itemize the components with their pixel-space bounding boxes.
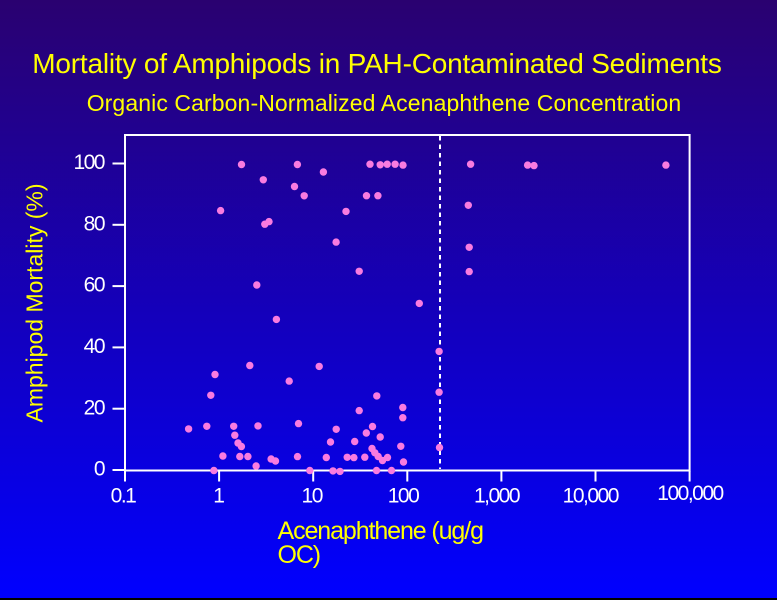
svg-text:1: 1 xyxy=(213,484,224,507)
svg-text:0.1: 0.1 xyxy=(111,484,137,507)
svg-text:Mortality of Amphipods in PAH-: Mortality of Amphipods in PAH-Contaminat… xyxy=(32,48,721,79)
svg-text:10,000: 10,000 xyxy=(563,484,619,507)
svg-text:OC): OC) xyxy=(278,541,321,569)
svg-text:40: 40 xyxy=(84,335,105,358)
svg-text:100: 100 xyxy=(73,151,104,174)
svg-text:0: 0 xyxy=(94,458,105,481)
svg-text:100: 100 xyxy=(388,484,419,507)
svg-text:100,000: 100,000 xyxy=(657,482,723,505)
svg-text:20: 20 xyxy=(84,396,105,419)
svg-text:Acenaphthene (ug/g: Acenaphthene (ug/g xyxy=(278,517,484,545)
svg-text:1,000: 1,000 xyxy=(474,484,520,507)
svg-text:60: 60 xyxy=(84,274,105,297)
svg-text:80: 80 xyxy=(84,212,105,235)
svg-text:10: 10 xyxy=(302,484,323,507)
svg-text:Organic Carbon-Normalized Acen: Organic Carbon-Normalized Acenaphthene C… xyxy=(87,90,682,116)
svg-text:Amphipod Mortality (%): Amphipod Mortality (%) xyxy=(22,183,48,422)
